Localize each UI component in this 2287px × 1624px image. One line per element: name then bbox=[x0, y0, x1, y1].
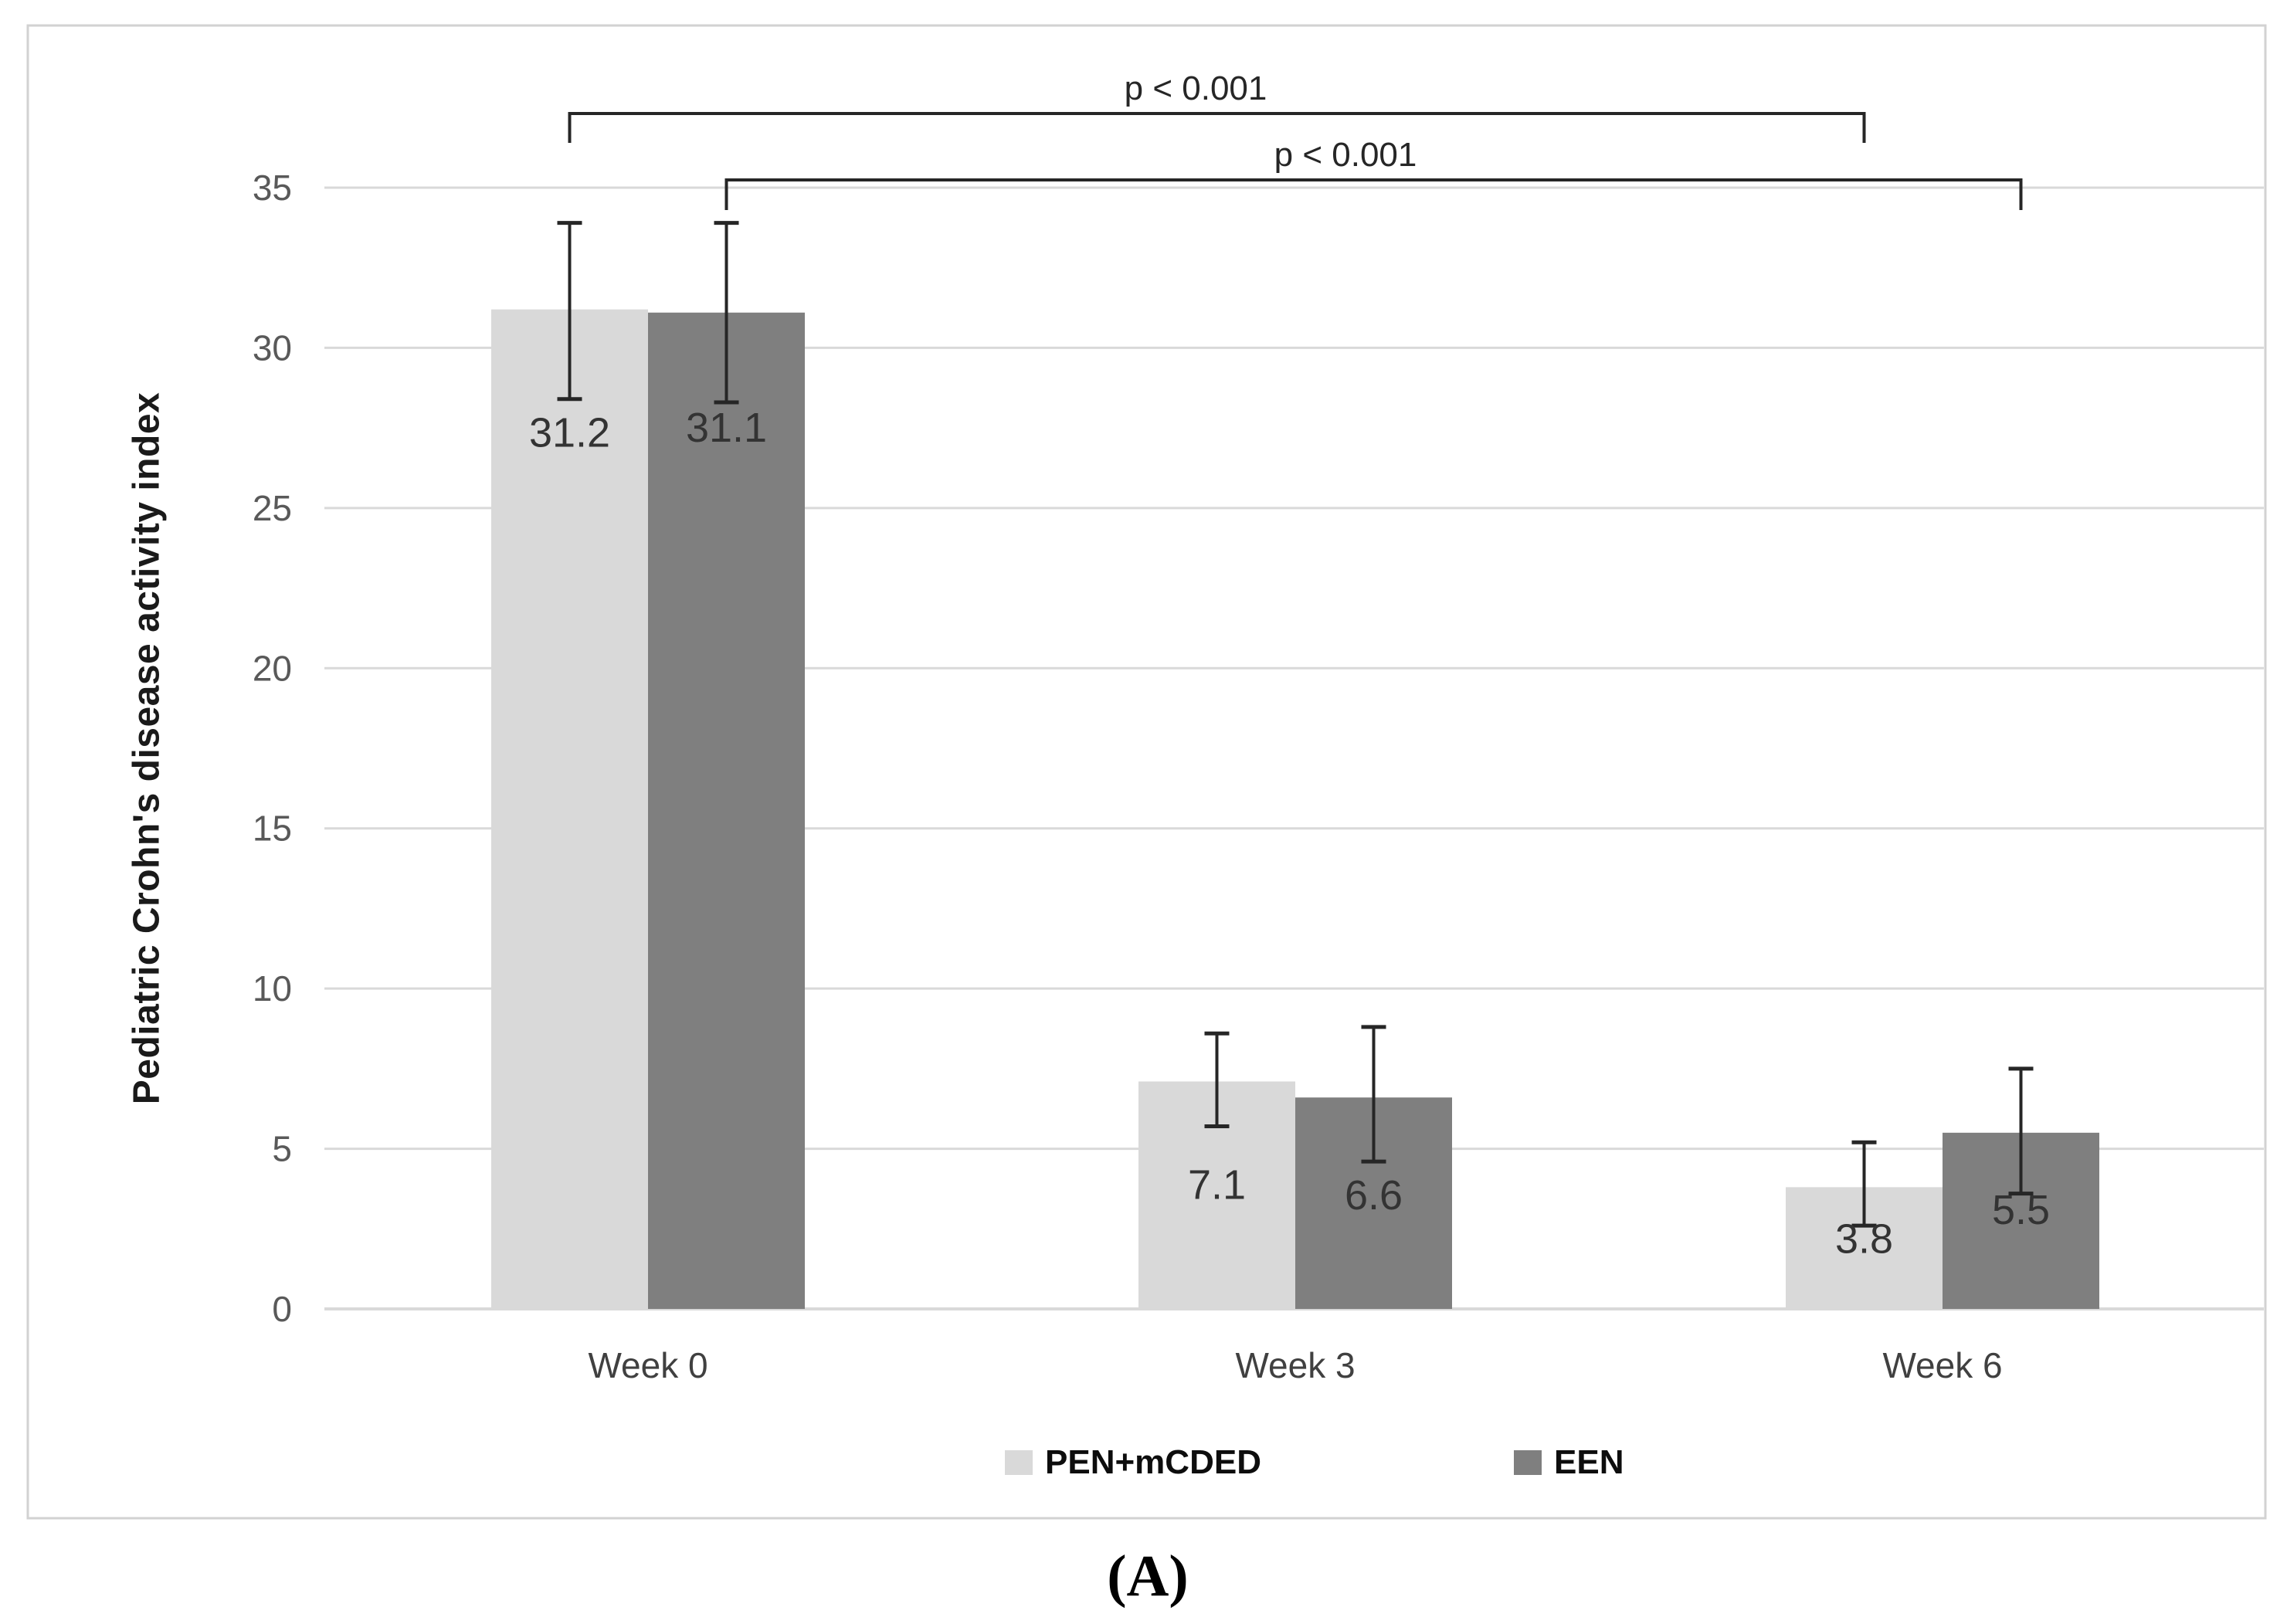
legend-label-pen-mcded: PEN+mCDED bbox=[1045, 1443, 1261, 1481]
significance-label-pen: p < 0.001 bbox=[1124, 70, 1267, 107]
bar-pen-mcded-week0 bbox=[491, 309, 648, 1309]
significance-bracket-een bbox=[724, 178, 2023, 210]
y-tick-label-0: 0 bbox=[272, 1289, 292, 1329]
y-axis-title: Pediatric Crohn's disease activity index bbox=[126, 392, 168, 1105]
significance-label-een: p < 0.001 bbox=[1274, 136, 1417, 174]
legend-swatch-pen-mcded bbox=[1005, 1450, 1033, 1475]
error-bar-een-week3 bbox=[1361, 1025, 1386, 1164]
y-tick-label-30: 30 bbox=[253, 327, 292, 368]
legend-label-een: EEN bbox=[1554, 1443, 1624, 1481]
value-label-pen-mcded-week6: 3.8 bbox=[1835, 1215, 1893, 1262]
panel-caption: (A) bbox=[1107, 1544, 1189, 1609]
value-label-een-week0: 31.1 bbox=[686, 405, 767, 451]
y-tick-label-5: 5 bbox=[272, 1129, 292, 1169]
value-label-een-week3: 6.6 bbox=[1345, 1172, 1403, 1219]
legend-item-pen-mcded: PEN+mCDED bbox=[1005, 1443, 1261, 1481]
error-bar-pen-mcded-week6 bbox=[1851, 1140, 1877, 1228]
bar-een-week0 bbox=[648, 312, 805, 1309]
x-category-label-week0: Week 0 bbox=[588, 1345, 707, 1385]
legend-swatch-een bbox=[1514, 1450, 1542, 1475]
y-tick-label-20: 20 bbox=[253, 648, 292, 688]
value-label-een-week6: 5.5 bbox=[1992, 1187, 2050, 1233]
error-bar-pen-mcded-week3 bbox=[1204, 1031, 1230, 1129]
error-bar-een-week6 bbox=[2008, 1066, 2034, 1196]
value-label-pen-mcded-week0: 31.2 bbox=[529, 410, 610, 456]
y-tick-label-15: 15 bbox=[253, 809, 292, 849]
y-tick-label-35: 35 bbox=[253, 168, 292, 208]
significance-bracket-pen-mcded bbox=[568, 112, 1866, 143]
error-bar-een-week0 bbox=[714, 221, 739, 405]
error-bar-pen-mcded-week0 bbox=[557, 221, 582, 402]
value-label-pen-mcded-week3: 7.1 bbox=[1188, 1161, 1246, 1208]
y-tick-label-10: 10 bbox=[253, 968, 292, 1009]
x-category-label-week6: Week 6 bbox=[1882, 1345, 2002, 1385]
x-category-label-week3: Week 3 bbox=[1235, 1345, 1355, 1385]
y-tick-label-25: 25 bbox=[253, 488, 292, 528]
legend-item-een: EEN bbox=[1514, 1443, 1624, 1481]
